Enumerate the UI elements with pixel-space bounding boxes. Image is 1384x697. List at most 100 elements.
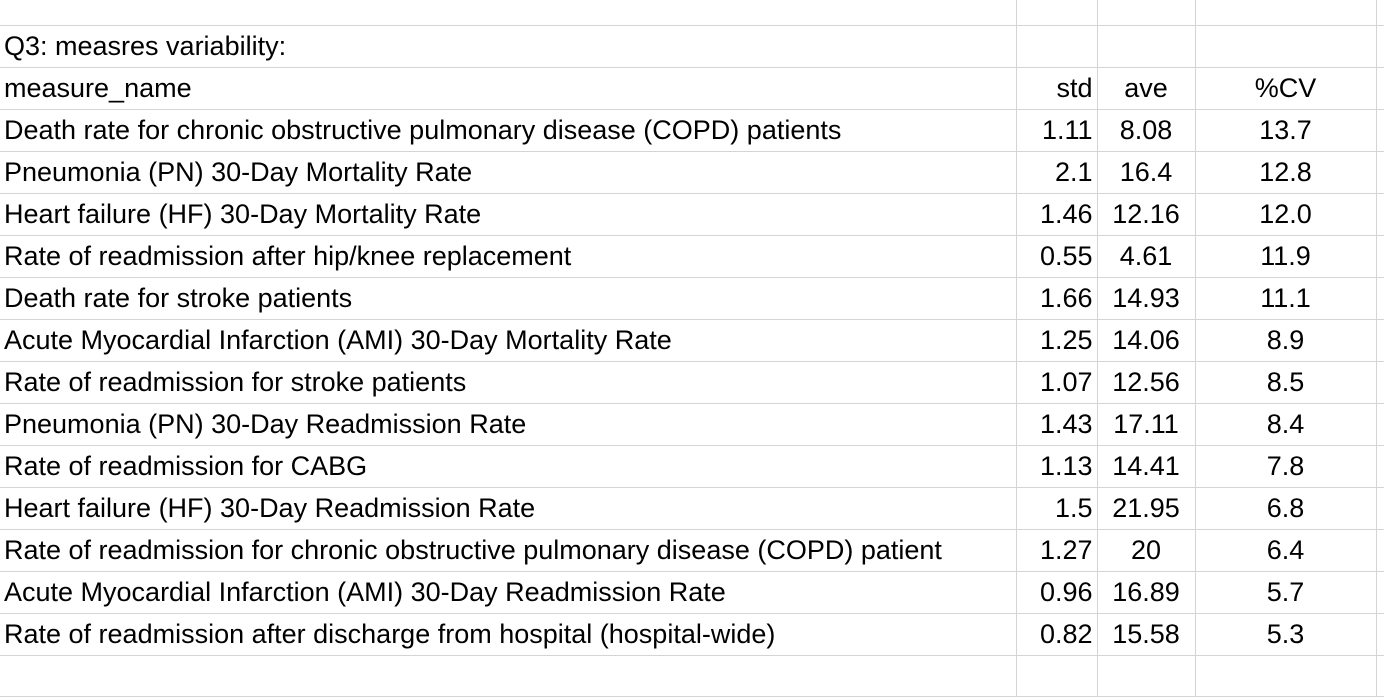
table-row: Acute Myocardial Infarction (AMI) 30-Day…: [0, 571, 1384, 614]
cell[interactable]: [1376, 613, 1384, 656]
cell[interactable]: [1097, 655, 1196, 697]
table-row: Rate of readmission for stroke patients 1…: [0, 361, 1384, 404]
cv-cell[interactable]: 5.7: [1195, 571, 1377, 614]
ave-cell[interactable]: 21.95: [1097, 487, 1196, 530]
cv-cell[interactable]: 12.8: [1195, 151, 1377, 194]
cell[interactable]: [1376, 487, 1384, 530]
std-cell[interactable]: 1.66: [1016, 277, 1098, 320]
std-cell[interactable]: 1.43: [1016, 403, 1098, 446]
cell[interactable]: [0, 655, 1017, 697]
std-cell[interactable]: 1.11: [1016, 109, 1098, 152]
cell[interactable]: [1376, 403, 1384, 446]
ave-cell[interactable]: 12.16: [1097, 193, 1196, 236]
cell[interactable]: [1376, 151, 1384, 194]
measure-name-cell[interactable]: Heart failure (HF) 30-Day Mortality Rate: [0, 193, 1017, 236]
std-cell[interactable]: 1.25: [1016, 319, 1098, 362]
std-cell[interactable]: 1.5: [1016, 487, 1098, 530]
measure-name-cell[interactable]: Rate of readmission after discharge from…: [0, 613, 1017, 656]
table-row: Rate of readmission for CABG 1.13 14.41 7.8: [0, 445, 1384, 488]
table-row: Heart failure (HF) 30-Day Mortality Rate…: [0, 193, 1384, 236]
ave-cell[interactable]: 14.41: [1097, 445, 1196, 488]
std-cell[interactable]: 0.82: [1016, 613, 1098, 656]
cv-cell[interactable]: 7.8: [1195, 445, 1377, 488]
cell[interactable]: [1376, 277, 1384, 320]
cell[interactable]: [1376, 361, 1384, 404]
cv-cell[interactable]: 8.4: [1195, 403, 1377, 446]
header-row: measure_name std ave %CV: [0, 67, 1384, 110]
title-cell[interactable]: Q3: measres variability:: [0, 25, 1017, 68]
table-row: Rate of readmission after discharge from…: [0, 613, 1384, 656]
cell[interactable]: [1376, 193, 1384, 236]
table-row: Death rate for chronic obstructive pulmo…: [0, 109, 1384, 152]
ave-cell[interactable]: 16.4: [1097, 151, 1196, 194]
ave-cell[interactable]: 12.56: [1097, 361, 1196, 404]
header-std-cell[interactable]: std: [1016, 67, 1098, 110]
header-measure-cell[interactable]: measure_name: [0, 67, 1017, 110]
cv-cell[interactable]: 11.9: [1195, 235, 1377, 278]
measure-name-cell[interactable]: Death rate for chronic obstructive pulmo…: [0, 109, 1017, 152]
cv-cell[interactable]: 8.9: [1195, 319, 1377, 362]
cell[interactable]: [1195, 0, 1377, 26]
ave-cell[interactable]: 17.11: [1097, 403, 1196, 446]
table-row: Pneumonia (PN) 30-Day Mortality Rate 2.1 1…: [0, 151, 1384, 194]
ave-cell[interactable]: 14.93: [1097, 277, 1196, 320]
std-cell[interactable]: 1.27: [1016, 529, 1098, 572]
std-cell[interactable]: 1.46: [1016, 193, 1098, 236]
cell[interactable]: [1195, 655, 1377, 697]
ave-cell[interactable]: 4.61: [1097, 235, 1196, 278]
ave-cell[interactable]: 8.08: [1097, 109, 1196, 152]
cv-cell[interactable]: 8.5: [1195, 361, 1377, 404]
cell[interactable]: [1376, 445, 1384, 488]
blank-row: [0, 0, 1384, 26]
std-cell[interactable]: 1.13: [1016, 445, 1098, 488]
cell[interactable]: [0, 0, 1017, 26]
ave-cell[interactable]: 14.06: [1097, 319, 1196, 362]
cell[interactable]: [1376, 529, 1384, 572]
measure-name-cell[interactable]: Rate of readmission for stroke patients: [0, 361, 1017, 404]
cv-cell[interactable]: 6.8: [1195, 487, 1377, 530]
measure-name-cell[interactable]: Acute Myocardial Infarction (AMI) 30-Day…: [0, 571, 1017, 614]
cv-cell[interactable]: 6.4: [1195, 529, 1377, 572]
std-cell[interactable]: 1.07: [1016, 361, 1098, 404]
cell[interactable]: [1376, 235, 1384, 278]
measure-name-cell[interactable]: Rate of readmission after hip/knee repla…: [0, 235, 1017, 278]
header-ave-cell[interactable]: ave: [1097, 67, 1196, 110]
cv-cell[interactable]: 5.3: [1195, 613, 1377, 656]
cell[interactable]: [1376, 109, 1384, 152]
cell[interactable]: [1376, 655, 1384, 697]
cell[interactable]: [1376, 0, 1384, 26]
measure-name-cell[interactable]: Death rate for stroke patients: [0, 277, 1017, 320]
cell[interactable]: [1097, 25, 1196, 68]
measure-name-cell[interactable]: Acute Myocardial Infarction (AMI) 30-Day…: [0, 319, 1017, 362]
cell[interactable]: [1376, 571, 1384, 614]
cell[interactable]: [1097, 0, 1196, 26]
table-row: Acute Myocardial Infarction (AMI) 30-Day…: [0, 319, 1384, 362]
cell[interactable]: [1376, 25, 1384, 68]
cell[interactable]: [1195, 25, 1377, 68]
cell[interactable]: [1376, 67, 1384, 110]
cell[interactable]: [1016, 25, 1098, 68]
ave-cell[interactable]: 16.89: [1097, 571, 1196, 614]
cv-cell[interactable]: 11.1: [1195, 277, 1377, 320]
blank-row: [0, 655, 1384, 697]
std-cell[interactable]: 0.96: [1016, 571, 1098, 614]
cv-cell[interactable]: 12.0: [1195, 193, 1377, 236]
header-cv-cell[interactable]: %CV: [1195, 67, 1377, 110]
ave-cell[interactable]: 20: [1097, 529, 1196, 572]
cell[interactable]: [1016, 0, 1098, 26]
ave-cell[interactable]: 15.58: [1097, 613, 1196, 656]
cell[interactable]: [1376, 319, 1384, 362]
cell[interactable]: [1016, 655, 1098, 697]
measure-name-cell[interactable]: Rate of readmission for CABG: [0, 445, 1017, 488]
title-row: Q3: measres variability:: [0, 25, 1384, 68]
cv-cell[interactable]: 13.7: [1195, 109, 1377, 152]
measure-name-cell[interactable]: Pneumonia (PN) 30-Day Mortality Rate: [0, 151, 1017, 194]
std-cell[interactable]: 0.55: [1016, 235, 1098, 278]
std-cell[interactable]: 2.1: [1016, 151, 1098, 194]
measure-name-cell[interactable]: Heart failure (HF) 30-Day Readmission Ra…: [0, 487, 1017, 530]
measure-name-cell[interactable]: Rate of readmission for chronic obstruct…: [0, 529, 1017, 572]
measure-name-cell[interactable]: Pneumonia (PN) 30-Day Readmission Rate: [0, 403, 1017, 446]
table-row: Death rate for stroke patients 1.66 14.93 1…: [0, 277, 1384, 320]
